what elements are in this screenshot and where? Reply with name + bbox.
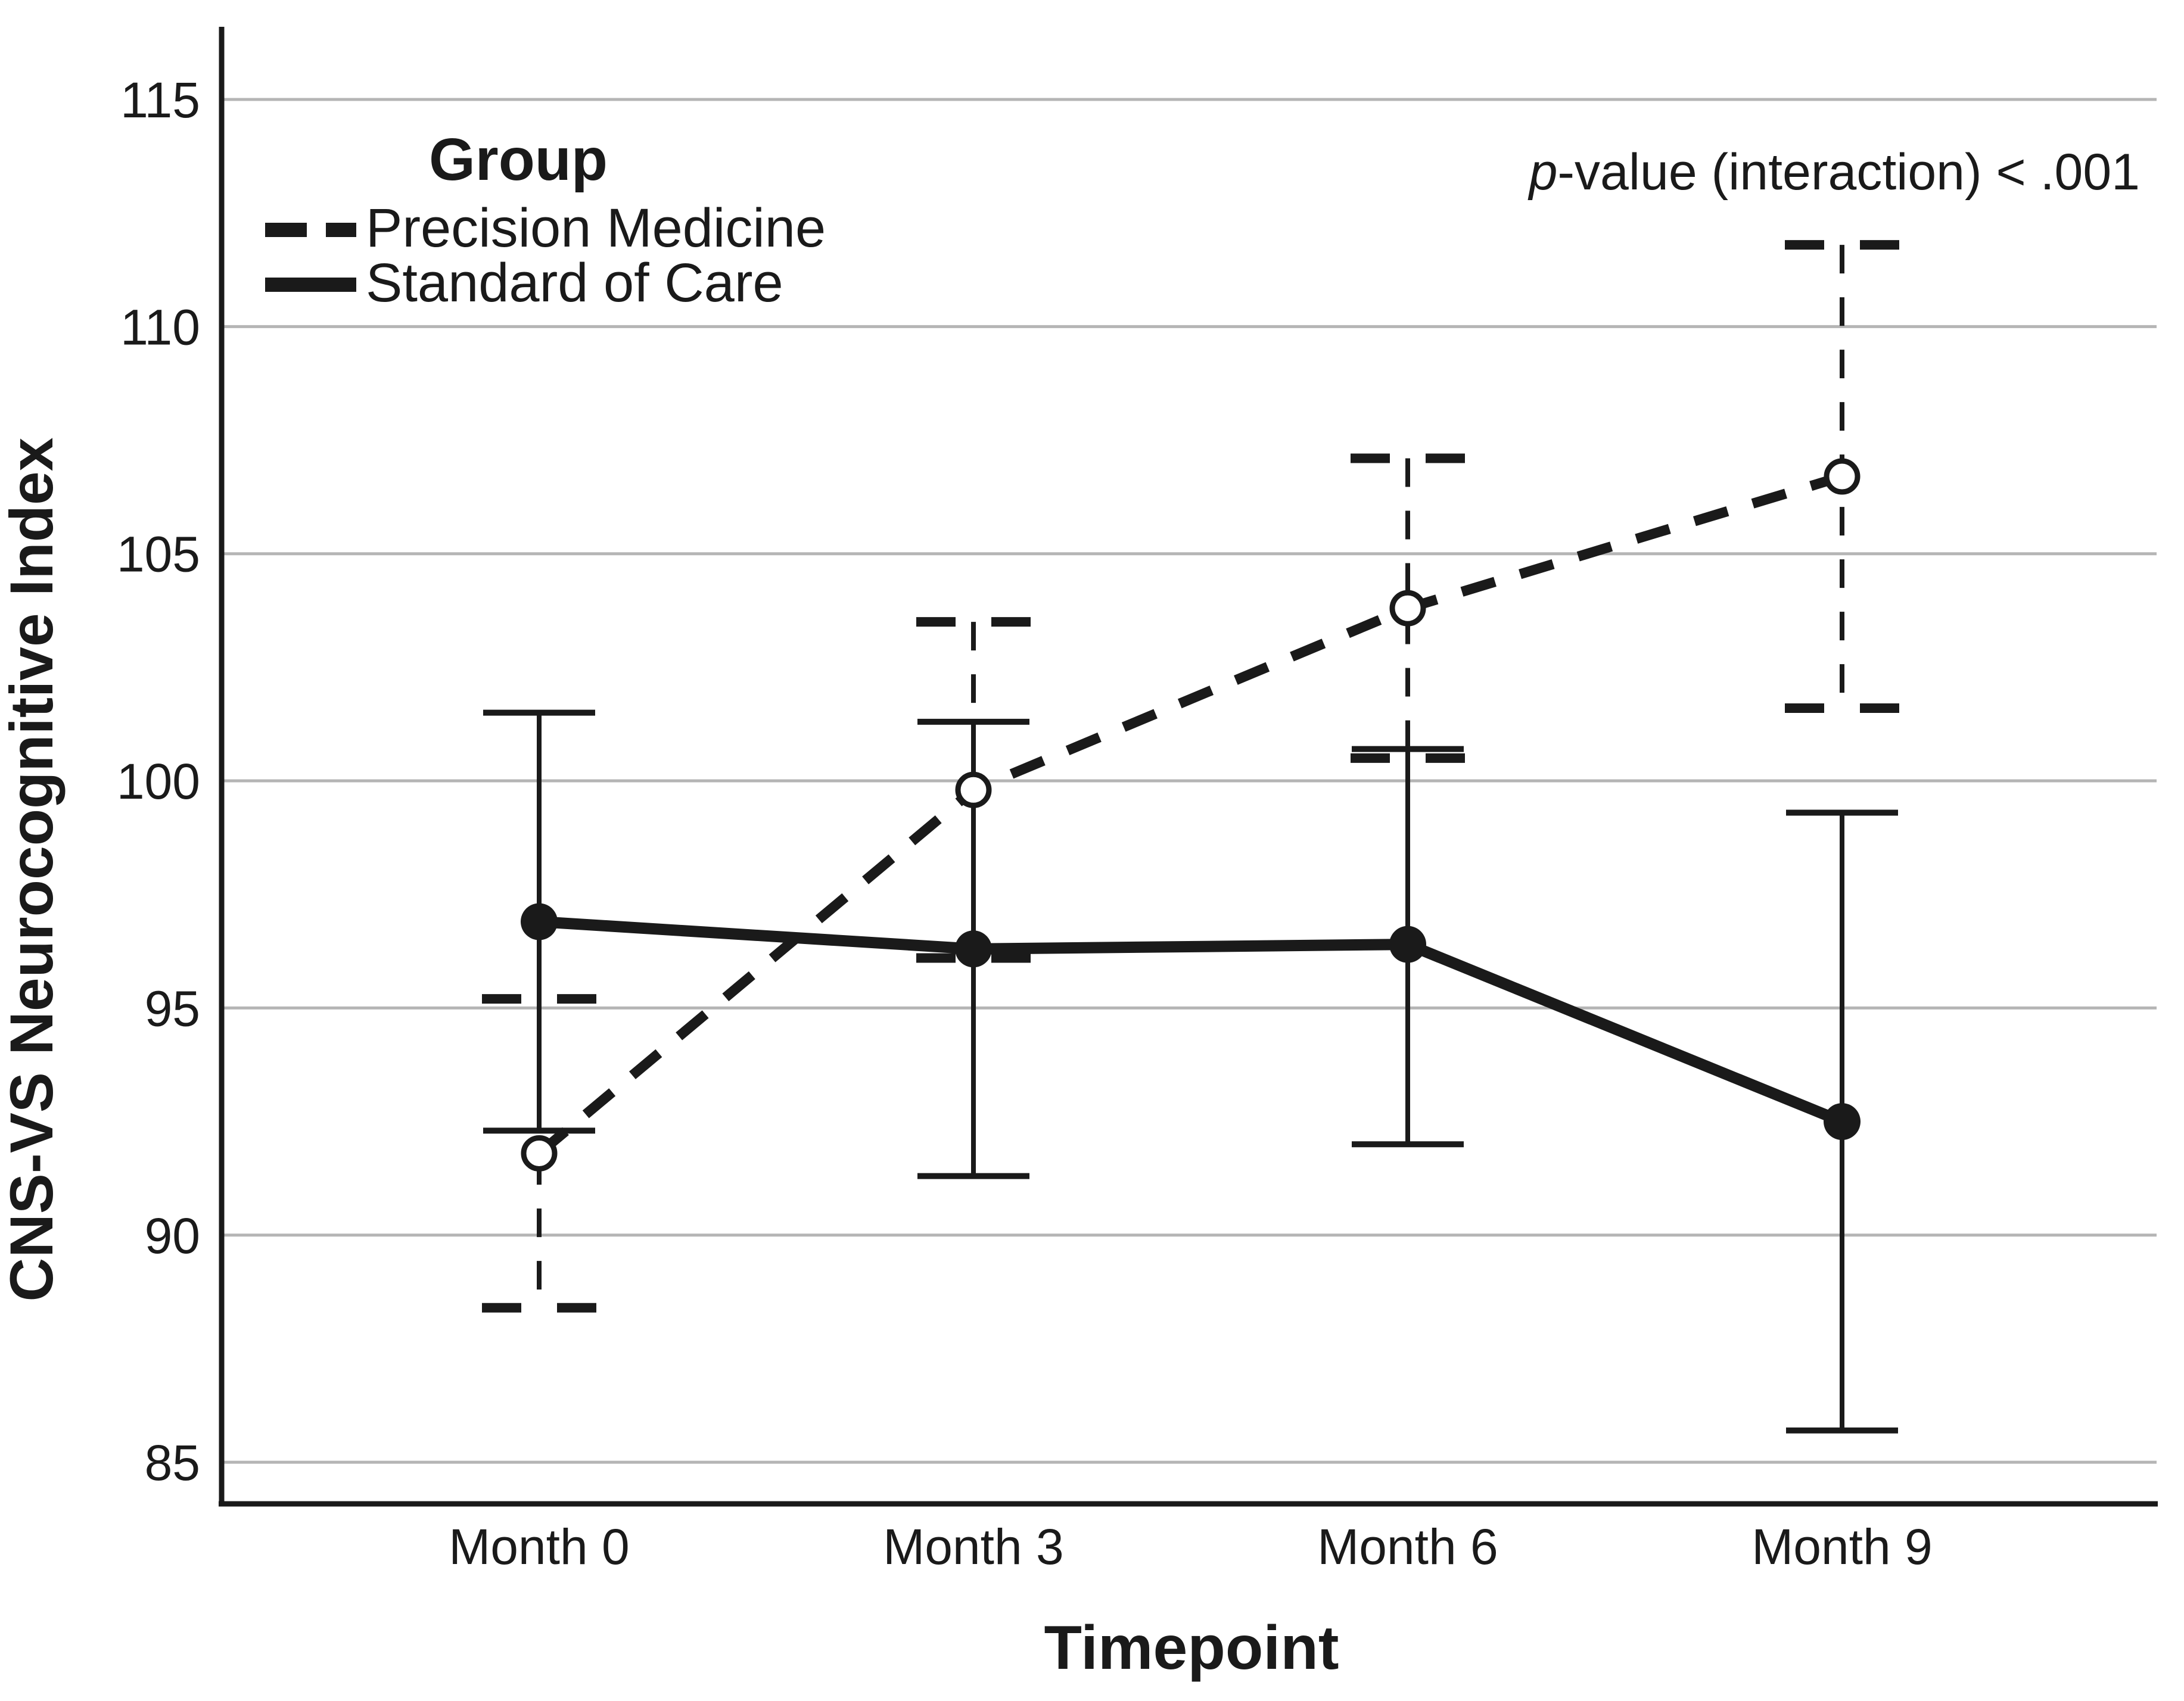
y-axis-title: CNS-VS Neurocognitive Index: [0, 438, 66, 1302]
marker-open-circle-0: [521, 1135, 558, 1172]
x-tick-label-0: Month 0: [449, 1519, 630, 1575]
marker-filled-circle-3: [1824, 1103, 1861, 1141]
error-bars-group: [482, 240, 1899, 1434]
marker-open-circle-1: [955, 771, 992, 808]
x-tick-label-2: Month 6: [1317, 1519, 1498, 1575]
series-line-standard-of-care: [539, 916, 1844, 1127]
marker-open-circle-2: [1389, 590, 1426, 627]
y-tick-label-115: 115: [120, 72, 200, 128]
y-tick-label-95: 95: [145, 980, 200, 1036]
y-tick-label-100: 100: [117, 753, 200, 809]
data-markers-group: [521, 458, 1861, 1172]
x-tick-label-1: Month 3: [883, 1519, 1064, 1575]
y-tick-label-110: 110: [120, 299, 200, 355]
pvalue-annotation-p: p: [1527, 144, 1558, 201]
legend-item-standard-of-care: Standard of Care: [366, 253, 783, 313]
y-tick-label-105: 105: [117, 526, 200, 582]
x-tick-label-3: Month 9: [1751, 1519, 1933, 1575]
y-tick-labels-group: 115 110 105 100 95 90 85: [117, 72, 200, 1491]
legend-group: Group Precision Medicine Standard of Car…: [265, 126, 826, 313]
pvalue-annotation: p-value (interaction) < .001: [1527, 144, 2140, 201]
x-tick-labels-group: Month 0 Month 3 Month 6 Month 9: [449, 1519, 1933, 1575]
marker-open-circle-3: [1824, 458, 1861, 495]
error-bar-precision-medicine-0: [482, 994, 596, 1313]
legend-title: Group: [429, 126, 608, 193]
series-lines-group: [536, 471, 1844, 1157]
pvalue-annotation-rest: -value (interaction) < .001: [1557, 144, 2140, 201]
marker-filled-circle-1: [955, 930, 992, 968]
y-tick-label-85: 85: [145, 1435, 200, 1491]
y-tick-label-90: 90: [145, 1208, 200, 1264]
gridlines-group: [222, 98, 2157, 1464]
x-axis-title: Timepoint: [1044, 1613, 1339, 1683]
error-bar-precision-medicine-2: [1351, 453, 1465, 763]
legend-item-precision-medicine: Precision Medicine: [366, 198, 826, 258]
series-line-precision-medicine: [536, 471, 1844, 1157]
marker-filled-circle-0: [521, 903, 558, 940]
marker-filled-circle-2: [1389, 926, 1426, 963]
